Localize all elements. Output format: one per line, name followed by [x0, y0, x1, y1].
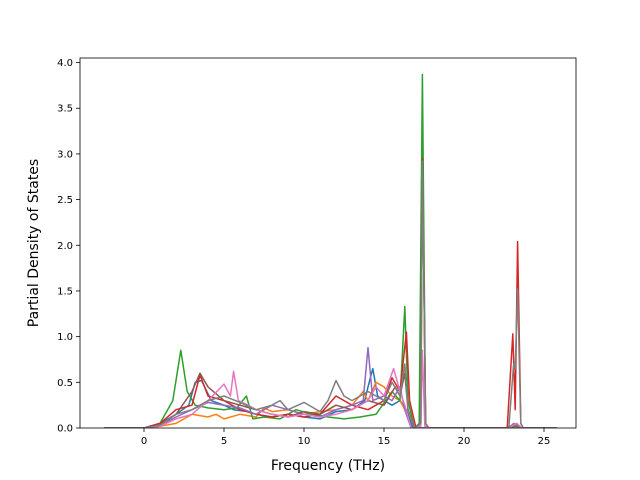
x-tick-label: 5	[221, 436, 227, 447]
series-layer	[104, 73, 557, 428]
y-tick-label: 2.0	[57, 241, 73, 252]
x-tick-label: 0	[141, 436, 147, 447]
x-axis-label: Frequency (THz)	[271, 458, 385, 474]
y-axis: 0.0 0.5 1.0 1.5 2.0 2.5 3.0 3.5 4.0	[57, 58, 80, 435]
x-axis: 0 5 10 15 20 25	[141, 428, 551, 447]
y-tick-label: 1.5	[57, 286, 73, 297]
y-tick-label: 0.0	[57, 424, 73, 435]
x-tick-label: 10	[298, 436, 311, 447]
y-tick-label: 2.5	[57, 195, 73, 206]
y-tick-label: 1.0	[57, 332, 73, 343]
plot-area-frame	[79, 57, 577, 429]
y-tick-label: 0.5	[57, 378, 73, 389]
y-tick-label: 3.0	[57, 149, 73, 160]
pdos-series-line-7	[104, 349, 557, 428]
y-tick-label: 3.5	[57, 104, 73, 115]
y-axis-label: Partial Density of States	[26, 159, 42, 327]
y-tick-label: 4.0	[57, 58, 73, 69]
pdos-series-line-4	[104, 157, 557, 428]
x-tick-label: 20	[458, 436, 471, 447]
pdos-series-line-8	[104, 160, 557, 428]
x-tick-label: 15	[378, 436, 391, 447]
x-tick-label: 25	[538, 436, 551, 447]
